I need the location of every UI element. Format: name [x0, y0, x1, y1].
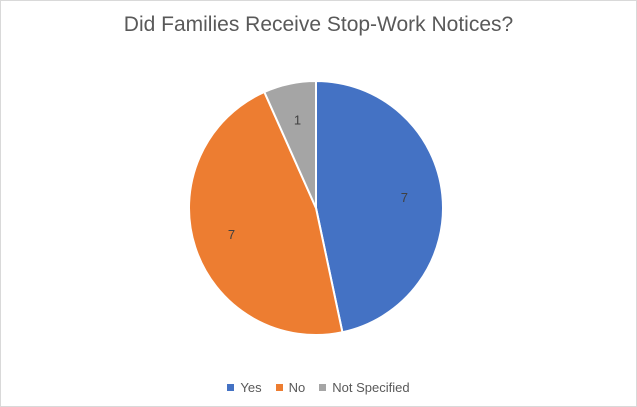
legend-item-no: No [275, 380, 306, 395]
data-label-no: 7 [228, 227, 235, 242]
legend-swatch-yes [227, 384, 235, 391]
pie-slice-yes [315, 79, 444, 334]
legend-swatch-not-specified [319, 384, 327, 391]
pie-slice-no [188, 90, 344, 336]
legend-swatch-no [275, 384, 283, 391]
legend-label-yes: Yes [240, 380, 262, 395]
data-label-yes: 7 [401, 190, 408, 205]
legend-item-not-specified: Not Specified [319, 380, 410, 395]
legend: Yes No Not Specified [1, 380, 636, 395]
data-label-not-specified: 1 [294, 112, 301, 127]
legend-label-not-specified: Not Specified [332, 380, 410, 395]
pie-slice-not-specified [263, 79, 317, 209]
chart-title: Did Families Receive Stop-Work Notices? [123, 13, 514, 36]
legend-label-no: No [288, 380, 306, 395]
legend-item-yes: Yes [227, 380, 262, 395]
